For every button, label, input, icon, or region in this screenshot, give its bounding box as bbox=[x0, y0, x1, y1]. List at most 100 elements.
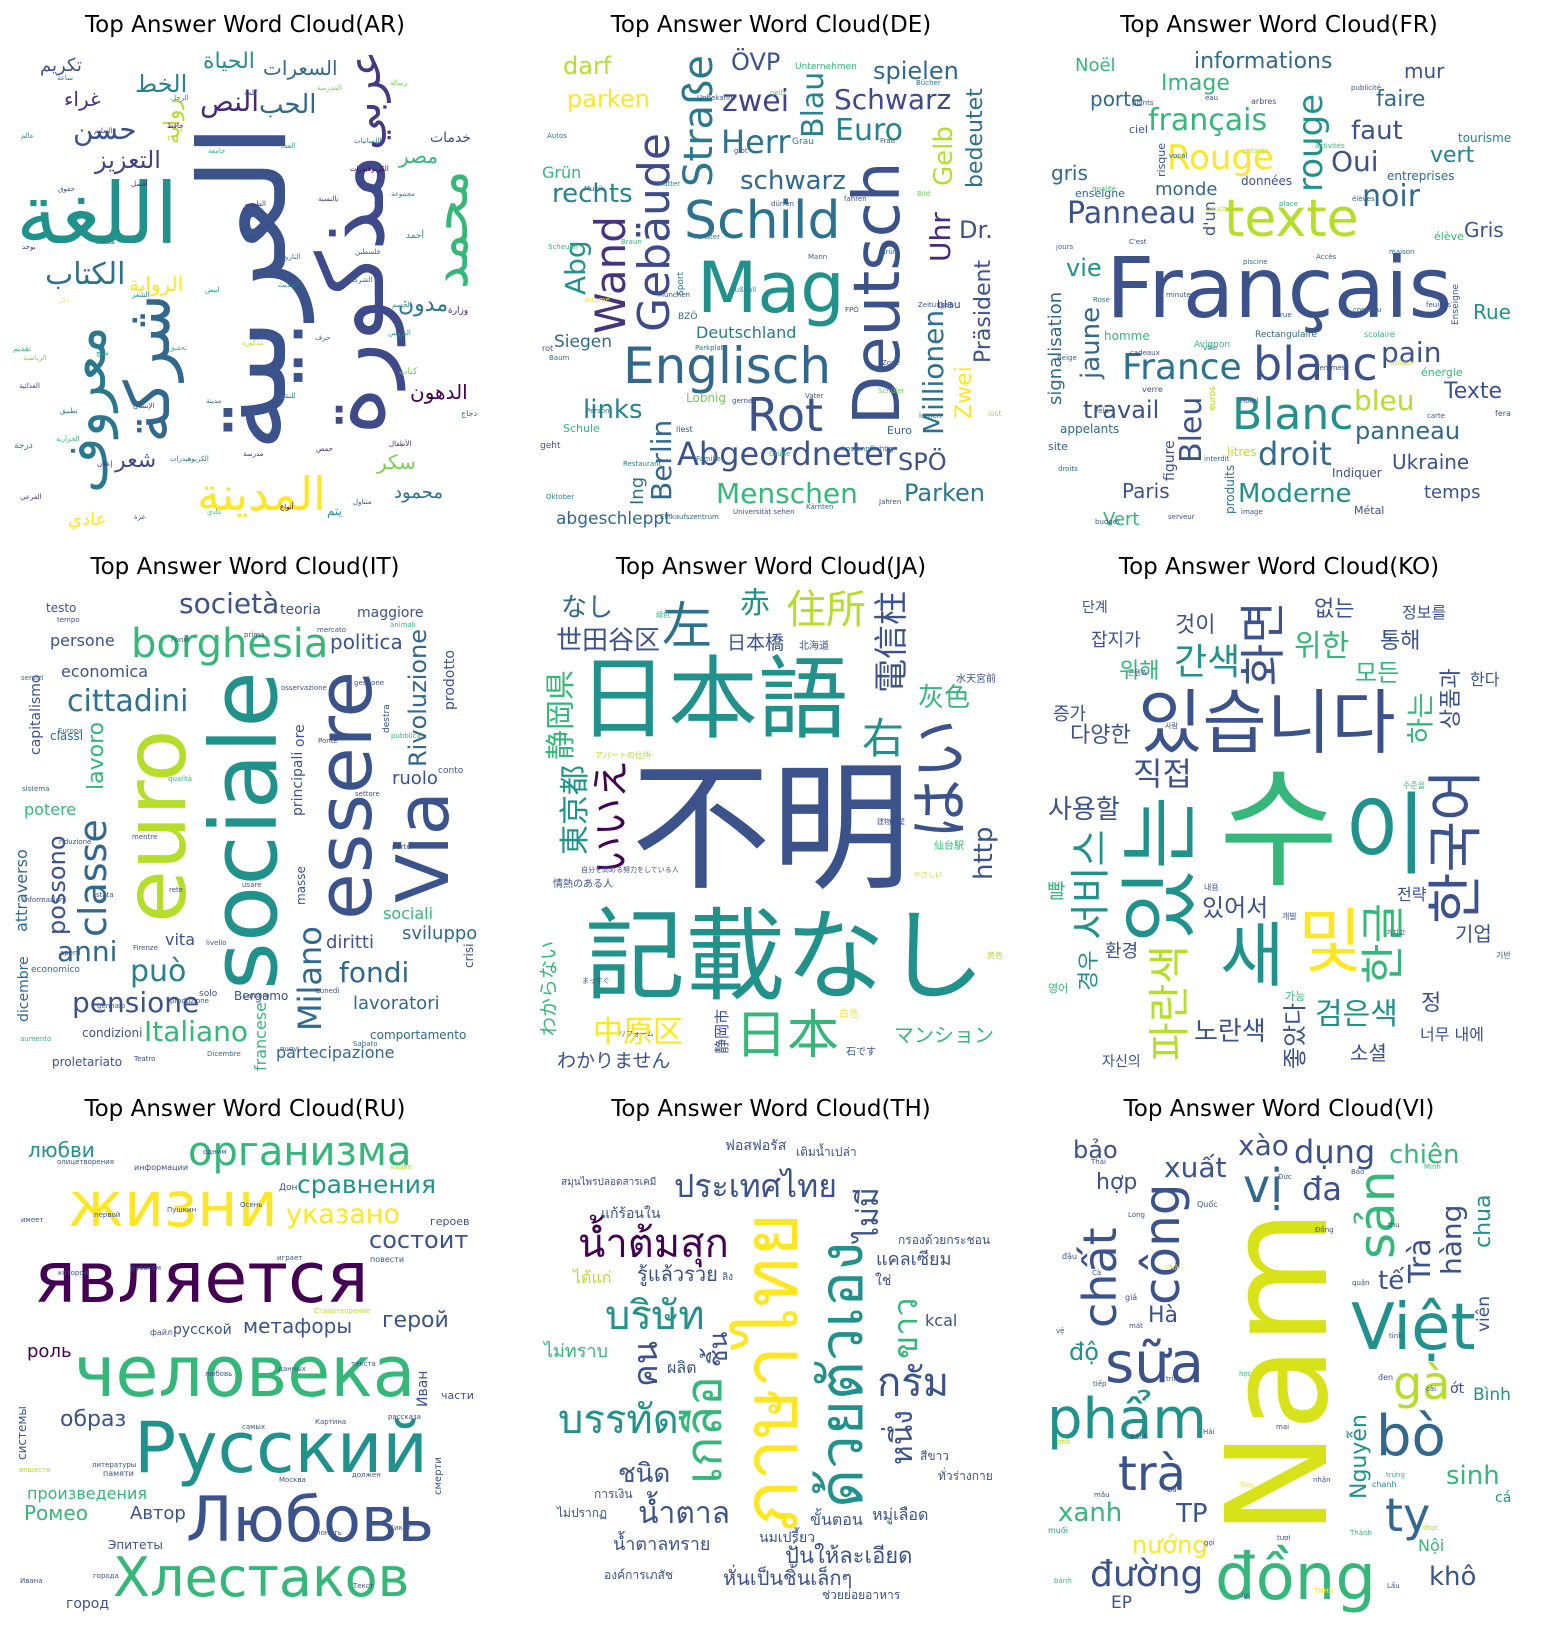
cloud-word: destra bbox=[382, 704, 392, 733]
cloud-word: まっすぐ bbox=[582, 977, 610, 985]
word-cloud: العربية مذكورة اللغة شركة معروف محمد المدينة عر… bbox=[12, 46, 478, 530]
cloud-word: Dicembre bbox=[207, 1050, 241, 1058]
cloud-word: Zone bbox=[882, 359, 900, 367]
cloud-word: Milano bbox=[291, 926, 329, 1031]
cloud-word: إعلان bbox=[97, 460, 113, 468]
cloud-word: Menschen bbox=[716, 477, 858, 510]
cloud-word: смерти bbox=[433, 1457, 444, 1495]
cloud-word: mercato bbox=[317, 626, 347, 634]
cloud-word: метафоры bbox=[243, 1314, 353, 1338]
cloud-word: 가능 bbox=[1285, 990, 1306, 1003]
cloud-word: học bbox=[1239, 1370, 1252, 1378]
cloud-word: isst bbox=[988, 409, 1002, 418]
cloud-word: ไม่มี bbox=[851, 1187, 886, 1242]
cloud-word: litres bbox=[1227, 445, 1257, 459]
cloud-word: 水天宮前 bbox=[956, 674, 996, 685]
panel-title: Top Answer Word Cloud(JA) bbox=[615, 554, 927, 580]
cloud-word: Italiano bbox=[144, 1015, 248, 1048]
cloud-word: Siegen bbox=[554, 332, 612, 352]
cloud-word: Abgeordneter bbox=[677, 435, 898, 473]
cloud-word: Long bbox=[1128, 1211, 1145, 1219]
cloud-word: 직접 bbox=[1133, 755, 1192, 793]
cloud-word: Schule bbox=[563, 422, 600, 435]
cloud-word: حمص bbox=[316, 445, 333, 453]
cloud-word: schwarz bbox=[740, 166, 846, 196]
cloud-word: 있어서 bbox=[1202, 894, 1269, 922]
cloud-word: النص bbox=[200, 85, 260, 118]
cloud-word: 한다 bbox=[1470, 670, 1500, 689]
cloud-word: cadeaux bbox=[1130, 349, 1160, 357]
cloud-word: piscine bbox=[1243, 258, 1268, 266]
cloud-word: bedeutet bbox=[963, 88, 988, 188]
cloud-word: 소셜 bbox=[1350, 1041, 1387, 1065]
cloud-word: Image bbox=[1161, 71, 1230, 96]
cloud-word: Autos bbox=[547, 132, 567, 140]
cloud-word: รู้แล้วรวย bbox=[637, 1262, 718, 1286]
cloud-word: TNHH bbox=[1314, 1587, 1335, 1595]
cloud-word: Unternehmen bbox=[795, 62, 857, 72]
cloud-word: usare bbox=[242, 881, 262, 889]
cloud-word: يوجد bbox=[22, 243, 36, 251]
cloud-word: Картина bbox=[315, 1418, 347, 1426]
cloud-word: 北海道 bbox=[799, 641, 829, 652]
cloud-word: Любовь bbox=[186, 1483, 435, 1556]
cloud-word: muối bbox=[1048, 1526, 1068, 1535]
cloud-word: ruolo bbox=[392, 768, 438, 789]
cloud-word: 不明 bbox=[631, 748, 912, 911]
word-cloud: ภาษาไทย ด้วยตัวเอง เกลือ บริษัท บรรทัด น้ำต้ม… bbox=[538, 1130, 1004, 1614]
cloud-word: Herr bbox=[721, 123, 791, 161]
cloud-word: Ponte bbox=[318, 737, 338, 745]
cloud-word: Ukraine bbox=[1392, 450, 1470, 474]
cloud-word: マンション bbox=[894, 1023, 994, 1047]
cloud-word: énergie bbox=[1421, 366, 1463, 379]
cloud-word: องค์การเภสัช bbox=[604, 1568, 674, 1582]
cloud-word: ville bbox=[1203, 344, 1218, 352]
cloud-word: mát bbox=[1129, 1322, 1143, 1330]
cloud-word: Bleu bbox=[1174, 396, 1209, 463]
cloud-word: cittadini bbox=[67, 684, 189, 719]
cloud-word: файл bbox=[150, 1328, 173, 1337]
cloud-word: 것이 bbox=[1175, 613, 1216, 638]
cloud-word: Avignon bbox=[1194, 340, 1231, 350]
cloud-word: riduzione bbox=[59, 838, 92, 846]
cloud-word: 가지고 bbox=[1386, 929, 1406, 937]
cloud-word: kostenpflichtig bbox=[842, 445, 894, 453]
cloud-word: أحمد bbox=[406, 231, 424, 241]
panel-title: Top Answer Word Cloud(VI) bbox=[1123, 1096, 1435, 1122]
cloud-word: บริษัท bbox=[605, 1293, 705, 1339]
cloud-word: 사용할 bbox=[1048, 795, 1120, 825]
cloud-word: kcal bbox=[925, 1311, 958, 1330]
cloud-word: Vert bbox=[1103, 509, 1140, 530]
cloud-word: Đồng bbox=[1315, 1226, 1334, 1234]
cloud-word: 기반 bbox=[1496, 951, 1511, 960]
cloud-word: أفضل bbox=[131, 180, 148, 188]
cloud-word: Musik bbox=[584, 185, 605, 193]
cloud-word: Panneau bbox=[1067, 196, 1197, 231]
cloud-word: เติมน้ำเปล่า bbox=[796, 1145, 857, 1159]
word-cloud-panel-ko: Top Answer Word Cloud(KO) 수 이 있는 있습니다 및 새 한국어 화면… bbox=[1040, 548, 1518, 1078]
cloud-word: образ bbox=[60, 1407, 127, 1432]
cloud-word: героев bbox=[430, 1215, 470, 1228]
cloud-word: grün bbox=[881, 248, 898, 256]
cloud-word: maison bbox=[1389, 248, 1415, 256]
cloud-word: понять bbox=[316, 1529, 342, 1537]
cloud-word: Paris bbox=[1122, 479, 1170, 503]
cloud-word: ด้วยตัวเอง bbox=[807, 1241, 877, 1508]
cloud-word: Ing bbox=[627, 476, 648, 505]
cloud-word: العدد bbox=[281, 142, 296, 150]
cloud-word: น้ำตาลทราย bbox=[613, 1534, 711, 1555]
cloud-word: droits bbox=[1058, 465, 1078, 473]
cloud-word: jaune bbox=[1076, 306, 1106, 379]
panel-title: Top Answer Word Cloud(RU) bbox=[84, 1096, 406, 1122]
cloud-word: ciel bbox=[1129, 123, 1148, 136]
cloud-word: 赤 bbox=[740, 588, 770, 621]
cloud-word: الحب bbox=[259, 90, 317, 120]
cloud-word: Стихотворение bbox=[314, 1307, 371, 1315]
cloud-word: ty bbox=[1385, 1488, 1431, 1542]
cloud-word: gibt bbox=[734, 147, 748, 155]
cloud-word: указано bbox=[286, 1199, 400, 1230]
cloud-word: やさしい bbox=[914, 871, 942, 879]
cloud-word: Präsident bbox=[971, 259, 996, 363]
cloud-word: monde bbox=[1155, 179, 1218, 200]
cloud-word: 自分を高める努力をしている人 bbox=[581, 866, 679, 874]
